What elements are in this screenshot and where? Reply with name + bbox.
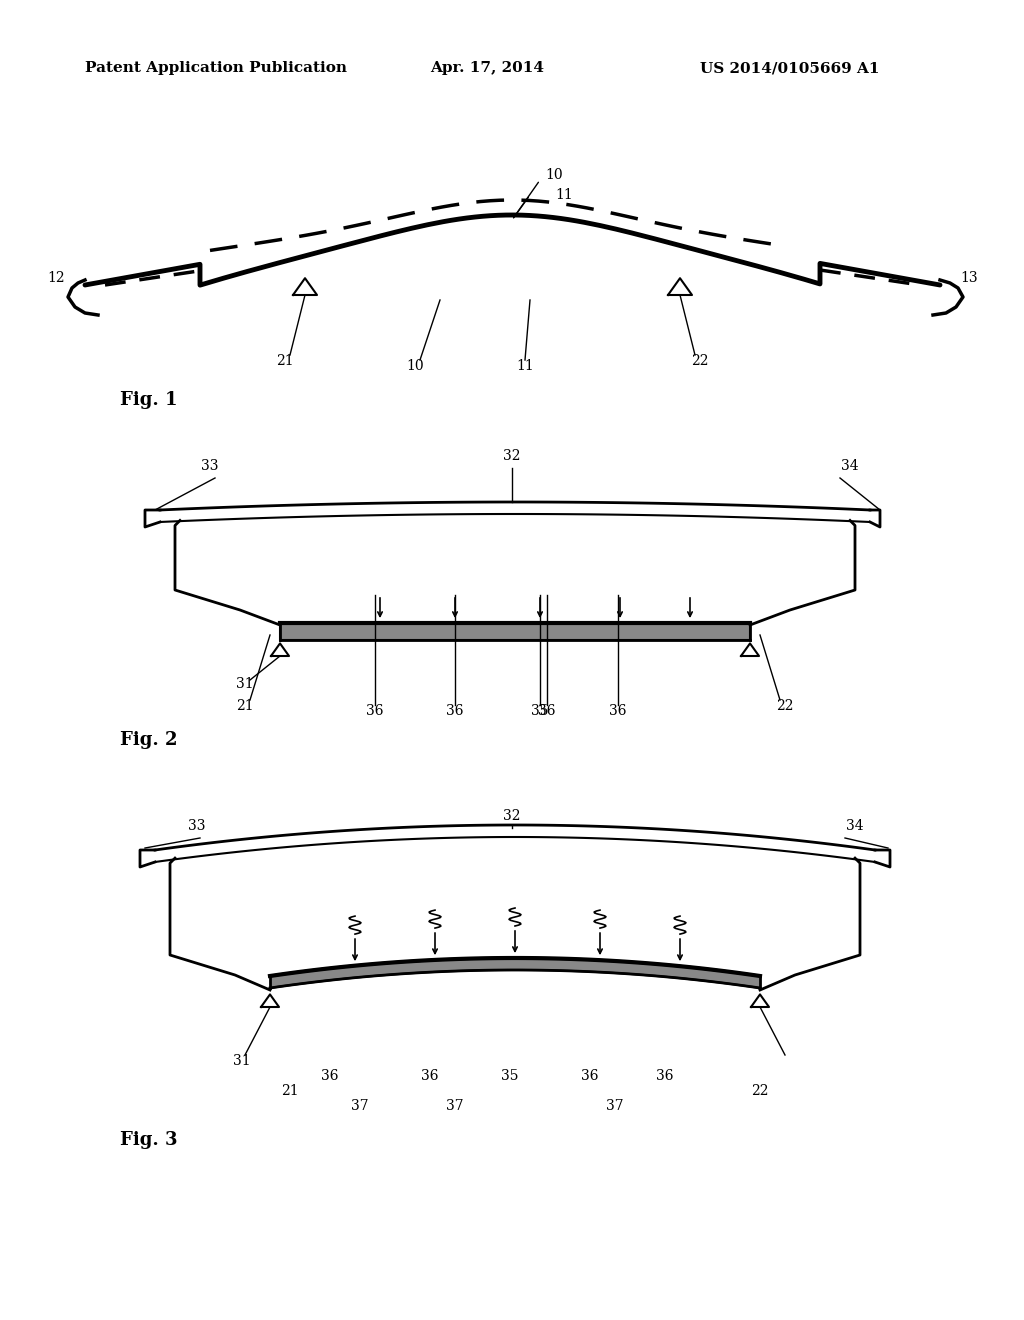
Text: 36: 36 [656, 1069, 674, 1082]
Text: 31: 31 [233, 1053, 251, 1068]
Text: 37: 37 [446, 1100, 464, 1113]
Text: 21: 21 [237, 700, 254, 713]
Text: 37: 37 [606, 1100, 624, 1113]
Text: 36: 36 [421, 1069, 438, 1082]
Text: Fig. 1: Fig. 1 [120, 391, 177, 409]
Text: 36: 36 [367, 704, 384, 718]
Text: 22: 22 [752, 1084, 769, 1098]
Text: 35: 35 [502, 1069, 519, 1082]
Text: 31: 31 [237, 677, 254, 690]
Text: 35: 35 [531, 704, 549, 718]
Text: 11: 11 [555, 187, 572, 202]
Text: 37: 37 [351, 1100, 369, 1113]
Text: 10: 10 [407, 359, 424, 374]
Text: 33: 33 [202, 459, 219, 473]
Text: US 2014/0105669 A1: US 2014/0105669 A1 [700, 61, 880, 75]
Text: 22: 22 [776, 700, 794, 713]
Text: 36: 36 [322, 1069, 339, 1082]
Text: 33: 33 [188, 818, 206, 833]
Text: Fig. 2: Fig. 2 [120, 731, 177, 748]
Text: 34: 34 [841, 459, 859, 473]
Text: Fig. 3: Fig. 3 [120, 1131, 177, 1148]
Text: 13: 13 [961, 271, 978, 285]
Text: 34: 34 [846, 818, 864, 833]
Text: 36: 36 [609, 704, 627, 718]
Text: 36: 36 [446, 704, 464, 718]
Text: 36: 36 [582, 1069, 599, 1082]
Polygon shape [270, 958, 760, 987]
Bar [280, 623, 750, 640]
Text: 21: 21 [276, 354, 294, 368]
Text: 12: 12 [47, 271, 65, 285]
Text: Apr. 17, 2014: Apr. 17, 2014 [430, 61, 544, 75]
Text: 32: 32 [503, 449, 521, 463]
Text: 36: 36 [539, 704, 556, 718]
Text: Patent Application Publication: Patent Application Publication [85, 61, 347, 75]
Text: 21: 21 [282, 1084, 299, 1098]
Text: 10: 10 [545, 168, 562, 182]
Text: 32: 32 [503, 809, 521, 822]
Text: 11: 11 [516, 359, 534, 374]
Text: 22: 22 [691, 354, 709, 368]
